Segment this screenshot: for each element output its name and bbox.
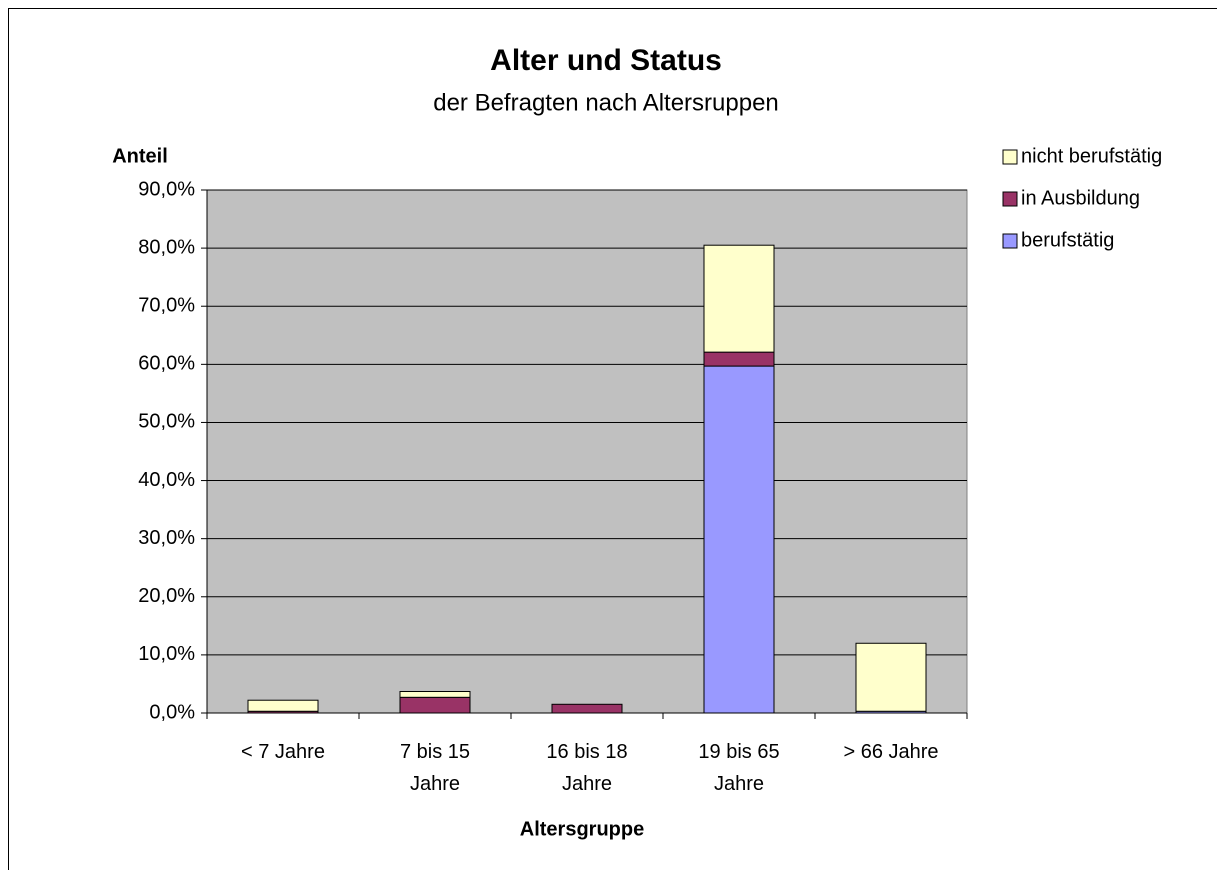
legend-swatch [1002,233,1018,249]
legend-label: nicht berufstätig [1021,145,1162,167]
y-tick-label: 70,0% [138,295,195,317]
y-tick-label: 40,0% [138,469,195,491]
y-tick-label: 30,0% [138,527,195,549]
y-tick-label: 10,0% [138,643,195,665]
y-tick-label: 60,0% [138,353,195,375]
bar-segment [703,244,775,353]
bar-segment [399,696,471,714]
y-axis-title: Anteil [112,145,168,167]
chart-title: Alter und Status [490,44,722,77]
legend-label: berufstätig [1021,229,1114,251]
plot-area [206,189,968,714]
bar-segment [703,365,775,714]
x-tick-label: > 66 Jahre [843,741,939,763]
bar-segment [551,703,623,714]
chart-subtitle: der Befragten nach Altersruppen [433,89,779,116]
legend-label: in Ausbildung [1021,187,1140,209]
y-tick-label: 20,0% [138,585,195,607]
bar-segment [247,699,319,712]
x-axis-title: Altersgruppe [520,818,644,840]
x-tick-label: 19 bis 65 Jahre [698,741,780,795]
bar-segment [855,642,927,712]
bar-segment [399,690,471,698]
y-tick-label: 80,0% [138,236,195,258]
y-tick-label: 0,0% [149,701,195,723]
x-tick-label: 16 bis 18 Jahre [546,741,628,795]
x-tick-label: 7 bis 15 Jahre [399,741,471,795]
legend-swatch [1002,191,1018,207]
legend-swatch [1002,149,1018,165]
y-tick-label: 50,0% [138,411,195,433]
x-tick-label: < 7 Jahre [241,741,325,763]
bar-segment [703,351,775,367]
y-tick-label: 90,0% [138,178,195,200]
